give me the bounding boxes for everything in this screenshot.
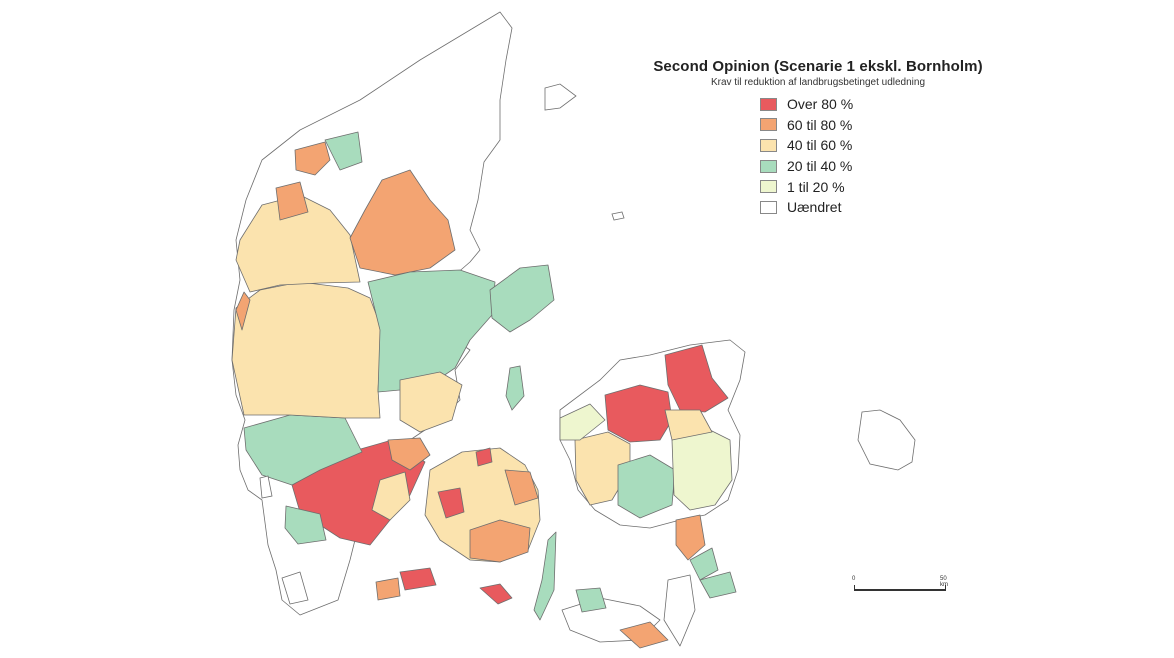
region-20-40-djursland xyxy=(489,264,555,333)
region-60-80-coast xyxy=(235,291,251,331)
langeland xyxy=(533,531,557,621)
legend-label: Uændret xyxy=(787,199,842,216)
legend-swatch xyxy=(760,180,777,194)
region-20-40-mon xyxy=(699,571,737,599)
legend-label: Over 80 % xyxy=(787,96,854,113)
legend-item-20-40: 20 til 40 % xyxy=(760,156,853,177)
scale-start-label: 0 xyxy=(852,576,856,582)
legend-label: 20 til 40 % xyxy=(787,158,853,175)
region-20-40-zealand-center xyxy=(617,454,676,519)
legend-swatch xyxy=(760,138,777,152)
region-40-60-west xyxy=(231,281,383,419)
region-60-80-lolland xyxy=(619,621,669,649)
region-60-80-zealand-south xyxy=(675,514,706,561)
region-1-20-zealand-east xyxy=(671,429,733,511)
anholt xyxy=(611,211,625,221)
legend-label: 40 til 60 % xyxy=(787,137,853,154)
legend-swatch xyxy=(760,97,777,111)
region-over-80-zealand-nw xyxy=(604,384,673,443)
legend-swatch xyxy=(760,200,777,214)
laesoe xyxy=(544,83,577,111)
region-60-80-funen-south xyxy=(469,519,531,563)
scale-bar: 0 50 km xyxy=(852,576,948,592)
scale-tick-left xyxy=(854,585,855,590)
legend-label: 60 til 80 % xyxy=(787,116,853,133)
region-40-60-zealand-east xyxy=(664,409,713,441)
region-60-80-north xyxy=(349,169,456,276)
legend-item-40-60: 40 til 60 % xyxy=(760,135,853,156)
region-20-40-sw xyxy=(284,505,327,545)
island-south-2 xyxy=(399,567,437,591)
region-60-80-west-strip xyxy=(275,181,309,221)
region-60-80-nw-small xyxy=(294,141,331,176)
region-40-60-east xyxy=(399,371,463,433)
scale-line xyxy=(854,589,946,591)
region-20-40-zealand-south xyxy=(689,547,719,581)
region-40-60-south xyxy=(371,471,411,521)
map-subtitle: Krav til reduktion af landbrugsbetinget … xyxy=(710,77,926,88)
legend-item-over-80: Over 80 % xyxy=(760,94,853,115)
island-south-1 xyxy=(479,583,513,605)
region-20-40-north xyxy=(324,131,363,171)
falster xyxy=(663,574,696,647)
region-60-80-funen-east xyxy=(504,469,539,506)
legend-swatch xyxy=(760,118,777,132)
fanoe xyxy=(259,475,273,499)
legend-swatch xyxy=(760,159,777,173)
island-south-3 xyxy=(375,577,401,601)
region-over-80-zealand-ne xyxy=(664,344,729,413)
scale-tick-right xyxy=(945,585,946,590)
scale-end-label: 50 km xyxy=(940,576,948,588)
island-als xyxy=(281,571,309,605)
bornholm xyxy=(857,409,916,471)
region-20-40-center xyxy=(367,269,496,393)
region-60-80-vejle xyxy=(387,437,431,471)
samsoe xyxy=(505,365,525,411)
map-title: Second Opinion (Scenarie 1 ekskl. Bornho… xyxy=(653,58,983,75)
legend-item-1-20: 1 til 20 % xyxy=(760,176,853,197)
region-20-40-lolland xyxy=(575,587,607,613)
legend-label: 1 til 20 % xyxy=(787,178,845,195)
legend-item-60-80: 60 til 80 % xyxy=(760,115,853,136)
region-over-80-funen xyxy=(437,487,465,519)
legend: Over 80 % 60 til 80 % 40 til 60 % 20 til… xyxy=(760,94,853,218)
region-over-80-funen-north xyxy=(475,447,493,467)
region-1-20-zealand-nw xyxy=(559,403,606,441)
legend-item-uaendret: Uændret xyxy=(760,197,853,218)
